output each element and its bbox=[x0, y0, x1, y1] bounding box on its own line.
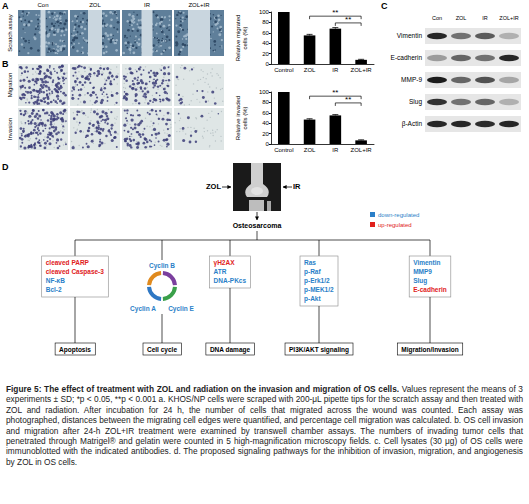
svg-text:Cyclin B: Cyclin B bbox=[149, 262, 175, 270]
svg-text:Relative migrated: Relative migrated bbox=[235, 15, 241, 62]
svg-text:C: C bbox=[381, 1, 388, 11]
svg-text:Vimentin: Vimentin bbox=[397, 32, 423, 39]
svg-text:cells (%): cells (%) bbox=[242, 106, 248, 129]
html-text:Figure 5: The effect of treatm: Figure 5: The effect of treatment with Z… bbox=[6, 384, 523, 467]
svg-text:IR: IR bbox=[332, 147, 339, 153]
svg-text:Cell cycle: Cell cycle bbox=[147, 346, 177, 354]
svg-text:**: ** bbox=[332, 88, 338, 97]
svg-text:cells (%): cells (%) bbox=[242, 26, 248, 49]
svg-text:γH2AX: γH2AX bbox=[214, 259, 236, 267]
svg-text:60: 60 bbox=[262, 30, 269, 36]
svg-text:Cyclin A: Cyclin A bbox=[130, 305, 156, 313]
svg-text:ZOL: ZOL bbox=[89, 2, 101, 8]
svg-text:Scratch assay: Scratch assay bbox=[7, 14, 13, 52]
svg-text:ZOL: ZOL bbox=[304, 67, 316, 73]
svg-text:Ras: Ras bbox=[304, 259, 316, 266]
svg-text:Migration/Invasion: Migration/Invasion bbox=[401, 346, 458, 354]
svg-text:Migration: Migration bbox=[7, 73, 13, 98]
svg-text:Con: Con bbox=[37, 2, 48, 8]
svg-text:**: ** bbox=[332, 8, 338, 17]
svg-text:E-cadherin: E-cadherin bbox=[413, 286, 447, 293]
svg-text:NF-κB: NF-κB bbox=[46, 277, 65, 284]
svg-text:40: 40 bbox=[262, 40, 269, 46]
svg-text:Slug: Slug bbox=[409, 98, 422, 106]
svg-text:up-regulated: up-regulated bbox=[378, 222, 412, 228]
svg-text:ZOL+IR: ZOL+IR bbox=[351, 147, 373, 153]
svg-text:0: 0 bbox=[266, 141, 270, 147]
svg-text:Control: Control bbox=[274, 67, 293, 73]
svg-text:MMP9: MMP9 bbox=[413, 268, 432, 275]
svg-text:100: 100 bbox=[259, 9, 270, 15]
svg-text:Control: Control bbox=[274, 147, 293, 153]
svg-text:p-Akt: p-Akt bbox=[304, 295, 321, 303]
svg-text:**: ** bbox=[345, 95, 351, 104]
svg-text:Osteosarcoma: Osteosarcoma bbox=[233, 222, 282, 229]
svg-text:**: ** bbox=[345, 15, 351, 24]
svg-text:Con: Con bbox=[432, 15, 442, 21]
svg-text:20: 20 bbox=[262, 51, 269, 57]
svg-text:Slug: Slug bbox=[413, 277, 427, 285]
svg-text:β-Actin: β-Actin bbox=[402, 120, 423, 128]
svg-text:0: 0 bbox=[266, 61, 270, 67]
svg-text:p-Erk1/2: p-Erk1/2 bbox=[304, 277, 330, 285]
svg-text:40: 40 bbox=[262, 120, 269, 126]
svg-text:ZOL+IR: ZOL+IR bbox=[351, 67, 373, 73]
svg-text:cleaved Caspase-3: cleaved Caspase-3 bbox=[46, 268, 105, 276]
svg-text:IR: IR bbox=[144, 2, 151, 8]
svg-text:E-cadherin: E-cadherin bbox=[391, 54, 423, 61]
svg-text:Vimentin: Vimentin bbox=[413, 259, 440, 266]
svg-text:ZOL: ZOL bbox=[206, 182, 221, 191]
svg-text:Invasion: Invasion bbox=[7, 118, 13, 140]
svg-text:ZOL+IR: ZOL+IR bbox=[499, 15, 518, 21]
svg-text:IR: IR bbox=[482, 15, 488, 21]
svg-text:20: 20 bbox=[262, 131, 269, 137]
svg-text:Bcl-2: Bcl-2 bbox=[46, 286, 62, 293]
svg-text:ZOL+IR: ZOL+IR bbox=[188, 2, 210, 8]
svg-text:ZOL: ZOL bbox=[456, 15, 467, 21]
svg-text:D: D bbox=[2, 162, 9, 172]
svg-text:p-MEK1/2: p-MEK1/2 bbox=[304, 286, 334, 294]
svg-text:IR: IR bbox=[332, 67, 339, 73]
svg-text:60: 60 bbox=[262, 110, 269, 116]
svg-text:MMP-9: MMP-9 bbox=[401, 76, 422, 83]
svg-text:DNA-PKcs: DNA-PKcs bbox=[214, 277, 247, 284]
svg-text:p-Raf: p-Raf bbox=[304, 268, 321, 276]
svg-text:Relative invaded: Relative invaded bbox=[235, 96, 241, 140]
svg-text:Apoptosis: Apoptosis bbox=[59, 346, 91, 354]
svg-text:down-regulated: down-regulated bbox=[378, 212, 419, 218]
svg-text:80: 80 bbox=[262, 99, 269, 105]
svg-text:Cyclin E: Cyclin E bbox=[168, 305, 194, 313]
svg-text:ZOL: ZOL bbox=[304, 147, 316, 153]
svg-text:80: 80 bbox=[262, 19, 269, 25]
svg-text:B: B bbox=[2, 59, 9, 69]
svg-text:ATR: ATR bbox=[214, 268, 227, 275]
svg-text:PI3K/AKT signaling: PI3K/AKT signaling bbox=[289, 346, 349, 354]
svg-text:100: 100 bbox=[259, 89, 270, 95]
svg-text:A: A bbox=[2, 1, 9, 11]
svg-text:DNA damage: DNA damage bbox=[210, 346, 251, 354]
svg-text:IR: IR bbox=[293, 182, 301, 191]
svg-text:cleaved PARP: cleaved PARP bbox=[46, 259, 90, 266]
